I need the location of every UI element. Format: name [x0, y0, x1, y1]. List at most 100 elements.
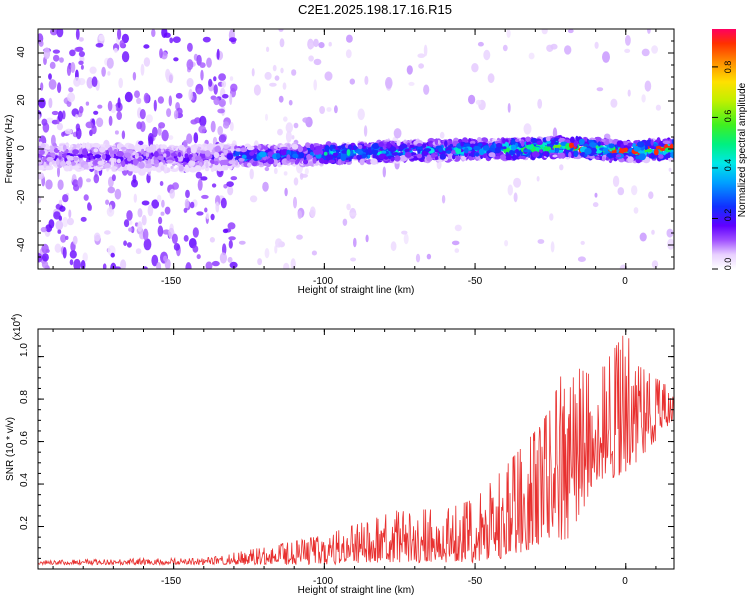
- spectrogram-cell: [143, 238, 152, 251]
- spectrogram-cell: [104, 143, 111, 149]
- spectrogram-cell: [549, 213, 554, 221]
- spectrogram-cell: [422, 143, 427, 148]
- spectrogram-cell: [88, 204, 93, 211]
- spectrogram-cell: [183, 157, 189, 162]
- spectrogram-cell: [68, 87, 74, 93]
- spectrogram-cell: [160, 211, 165, 216]
- spectrogram-cell: [190, 119, 198, 125]
- spectrogram-cell: [334, 105, 338, 114]
- spectrogram-cell: [272, 64, 277, 72]
- spectrogram-cell: [55, 220, 64, 231]
- spectrogram-cell: [584, 148, 592, 155]
- spectrogram-cell: [264, 248, 270, 259]
- spectrogram-cell: [52, 49, 61, 54]
- spectrogram-cell: [423, 44, 428, 57]
- spectrogram-cell: [475, 99, 482, 105]
- spectrogram-cell: [528, 52, 535, 60]
- snr-ytick-label: 0.6: [19, 431, 30, 445]
- spectrogram-cell: [138, 140, 144, 146]
- spectrogram-cell: [525, 141, 532, 146]
- spectrogram-cell: [337, 158, 342, 166]
- spectrogram-cell: [502, 44, 508, 52]
- spectrogram-cell: [107, 71, 111, 76]
- spectrogram-cell: [558, 149, 564, 154]
- spectrogram-cell: [228, 236, 236, 241]
- spectrogram-cell: [38, 114, 41, 120]
- spectrogram-cell: [386, 141, 392, 149]
- spectrogram-cell: [186, 133, 193, 144]
- spectrogram-xtick-label: 0: [622, 276, 628, 287]
- spectrogram-cell: [229, 261, 238, 269]
- spectrogram-cell: [48, 145, 55, 153]
- spectrogram-cell: [264, 166, 270, 172]
- spectrogram-cell: [86, 77, 94, 89]
- spectrogram-cell: [138, 161, 145, 169]
- spectrogram-cell: [135, 152, 139, 157]
- spectrogram-cell: [385, 77, 393, 89]
- spectrogram-cell: [494, 155, 501, 160]
- spectrogram-cell: [406, 65, 413, 75]
- spectrogram-cell: [43, 161, 47, 169]
- spectrogram-cell: [97, 160, 105, 166]
- spectrogram-cell: [595, 156, 600, 160]
- spectrogram-cell: [507, 103, 511, 113]
- spectrogram-cell: [89, 154, 93, 159]
- spectrogram-cell: [404, 151, 412, 158]
- spectrogram-panel: 40 20 0 -20 -40 Frequency (Hz) -150 -100…: [4, 28, 675, 296]
- spectrogram-cell: [86, 178, 91, 183]
- spectrogram-cell: [624, 48, 631, 54]
- spectrogram-cell: [59, 205, 66, 212]
- spectrogram-cell: [605, 156, 609, 161]
- spectrogram-cell: [72, 149, 79, 155]
- spectrogram-cell: [116, 158, 121, 164]
- spectrogram-cell: [72, 179, 79, 188]
- spectrogram-cell: [206, 57, 212, 68]
- spectrogram-cell: [312, 156, 317, 164]
- spectrogram-cell: [235, 150, 241, 156]
- spectrogram-cell: [161, 199, 165, 208]
- spectrogram-cell: [213, 151, 220, 159]
- colorbar-tick-label: 0.2: [723, 209, 733, 222]
- spectrogram-cell: [221, 159, 229, 166]
- spectrogram-cell: [550, 43, 558, 50]
- spectrogram-cell: [85, 121, 94, 129]
- spectrogram-cell: [123, 219, 130, 228]
- spectrogram-cell: [602, 147, 609, 152]
- spectrogram-cell: [168, 74, 173, 84]
- spectrogram-cell: [597, 141, 601, 147]
- spectrogram-cell: [608, 143, 615, 149]
- spectrogram-cell: [346, 203, 351, 211]
- spectrogram-cell: [567, 29, 574, 34]
- spectrogram-cell: [293, 177, 299, 186]
- spectrogram-cell: [186, 59, 194, 71]
- spectrogram-cell: [516, 150, 521, 157]
- spectrogram-cell: [158, 122, 166, 129]
- spectrogram-cell: [363, 125, 368, 137]
- spectrogram-cell: [455, 147, 462, 155]
- spectrogram-cell: [169, 188, 175, 199]
- spectrogram-cell: [667, 238, 674, 250]
- spectrogram-cell: [303, 159, 309, 165]
- spectrogram-cell: [246, 145, 255, 151]
- spectrogram-cell: [39, 149, 45, 155]
- spectrogram-cell: [292, 153, 299, 159]
- spectrogram-cell: [130, 226, 135, 234]
- spectrogram-xtick-label: -100: [313, 276, 333, 287]
- spectrogram-cell: [328, 41, 332, 47]
- spectrogram-cell: [592, 202, 599, 208]
- spectrogram-cell: [209, 237, 215, 243]
- spectrogram-cell: [279, 38, 285, 48]
- spectrogram-cell: [337, 145, 345, 149]
- spectrogram-cell: [639, 232, 647, 242]
- spectrogram-cell: [96, 117, 104, 128]
- spectrogram-cell: [641, 48, 650, 57]
- spectrogram-cell: [48, 79, 57, 90]
- spectrogram-cell: [135, 248, 142, 255]
- spectrogram-cell: [75, 114, 79, 119]
- spectrogram-cell: [133, 193, 137, 203]
- spectrogram-cell: [78, 148, 83, 155]
- spectrogram-cell: [159, 181, 164, 186]
- spectrogram-cell: [219, 252, 227, 264]
- spectrogram-cell: [221, 80, 227, 88]
- spectrogram-cell: [332, 148, 336, 152]
